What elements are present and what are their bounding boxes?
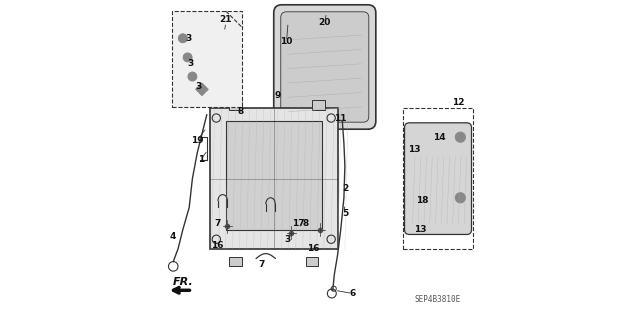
Bar [229,100,242,110]
Text: 7: 7 [214,219,220,228]
Text: 4: 4 [170,232,176,241]
Text: 3: 3 [196,82,202,91]
Text: 3: 3 [284,235,291,244]
Text: 9: 9 [275,91,281,100]
Text: 13: 13 [408,145,420,154]
Text: 10: 10 [280,37,292,46]
Text: 18: 18 [416,197,428,205]
Text: 2: 2 [342,184,348,193]
Bar [403,108,473,249]
Circle shape [179,34,188,43]
Circle shape [183,53,192,62]
Circle shape [188,72,197,81]
Circle shape [455,132,465,142]
FancyBboxPatch shape [274,5,376,129]
Text: 8: 8 [303,219,308,228]
Text: SEP4B3810E: SEP4B3810E [415,295,461,304]
Text: 11: 11 [335,114,347,122]
FancyBboxPatch shape [404,123,472,234]
Text: 14: 14 [433,133,446,142]
Text: 20: 20 [319,18,331,27]
Bar [226,121,321,230]
Text: 16: 16 [211,241,223,250]
Text: 13: 13 [414,225,427,234]
Text: 7: 7 [259,260,265,269]
FancyBboxPatch shape [281,12,369,122]
Text: 21: 21 [220,15,232,24]
Bar [210,108,337,249]
Text: 3: 3 [188,59,194,68]
Bar [306,257,319,266]
Text: 3: 3 [186,34,192,43]
Bar [229,257,242,266]
Text: 8: 8 [237,107,243,116]
Text: 12: 12 [452,98,465,107]
Text: 16: 16 [307,244,319,253]
Text: 5: 5 [342,209,348,218]
Bar [312,100,324,110]
Text: 17: 17 [292,219,305,228]
Polygon shape [196,83,209,96]
Text: 1: 1 [198,155,204,164]
Text: FR.: FR. [173,277,194,287]
Text: 19: 19 [191,136,204,145]
Circle shape [455,193,465,203]
Bar [172,11,242,107]
Text: 6: 6 [349,289,356,298]
